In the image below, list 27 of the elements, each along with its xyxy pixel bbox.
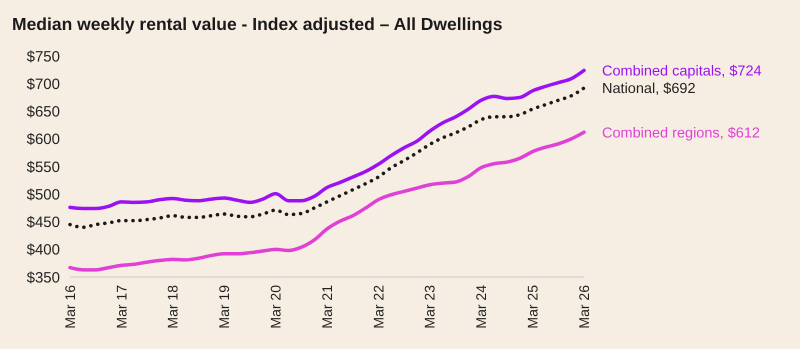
- y-tick-label: $550: [26, 158, 60, 176]
- x-tick-label: Mar 25: [524, 284, 541, 329]
- line-series: [68, 130, 586, 272]
- y-tick-label: $450: [26, 214, 60, 231]
- series-label: Combined regions, $612: [602, 125, 760, 142]
- x-tick-label: Mar 22: [370, 284, 386, 329]
- x-tick-label: Mar 26: [576, 284, 592, 329]
- line-series: [68, 86, 586, 230]
- x-tick-label: Mar 16: [62, 284, 78, 329]
- y-tick-label: $600: [26, 131, 60, 148]
- y-tick-label: $500: [26, 186, 60, 204]
- x-tick-label: Mar 23: [422, 284, 438, 329]
- x-tick-label: Mar 24: [473, 284, 490, 329]
- x-tick-label: Mar 17: [113, 284, 130, 329]
- x-tick-label: Mar 20: [268, 284, 284, 329]
- chart-title: Median weekly rental value - Index adjusted – All Dwellings: [12, 14, 503, 34]
- series-label: Combined capitals, $724: [602, 63, 762, 80]
- y-tick-label: $700: [26, 76, 60, 93]
- x-tick-label: Mar 18: [164, 284, 181, 329]
- y-tick-label: $650: [26, 104, 60, 120]
- y-tick-label: $350: [26, 269, 60, 286]
- series-label: National, $692: [602, 81, 696, 98]
- x-tick-label: Mar 19: [216, 284, 232, 329]
- line-series: [68, 68, 586, 210]
- y-tick-label: $750: [26, 48, 60, 66]
- x-tick-label: Mar 21: [318, 284, 335, 329]
- y-tick-label: $400: [26, 242, 60, 259]
